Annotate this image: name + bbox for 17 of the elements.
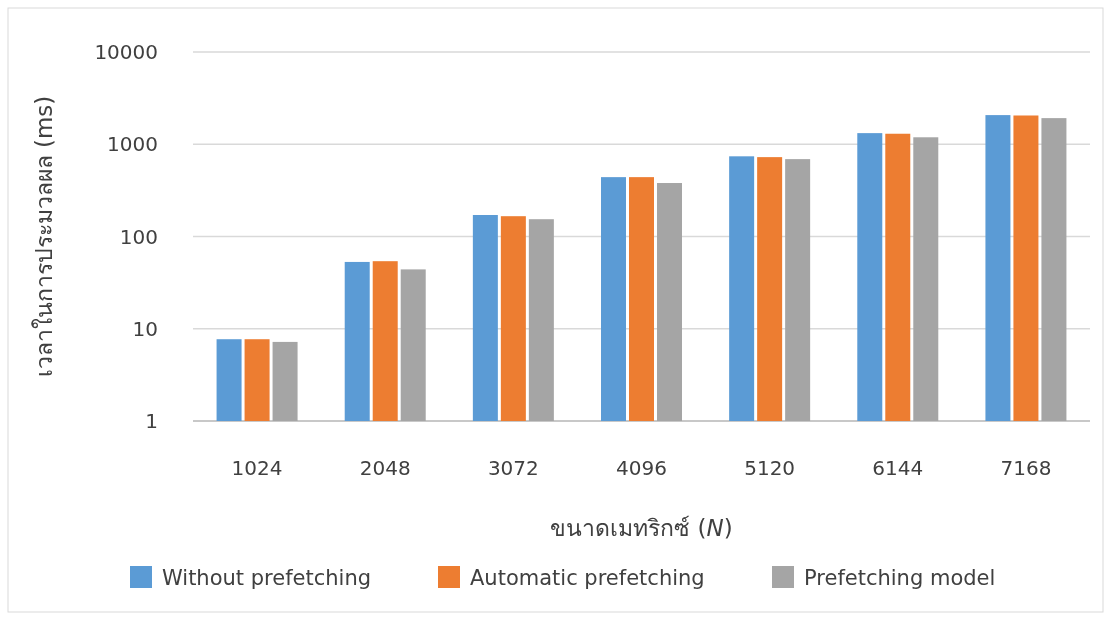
y-tick-label: 1 [145, 409, 158, 433]
legend-label: Without prefetching [162, 566, 372, 590]
x-tick-label: 4096 [616, 456, 667, 480]
x-tick-label: 2048 [359, 456, 411, 480]
y-tick-label: 100 [119, 224, 158, 249]
y-tick-label: 10000 [94, 40, 158, 64]
x-axis-title: ขนาดเมทริกซ์ (N) [550, 515, 733, 541]
y-tick-label: 1000 [107, 132, 158, 157]
legend-label: Prefetching model [804, 566, 996, 590]
x-tick-label: 6144 [872, 456, 924, 480]
y-axis-title: เวลาในการประมวลผล (ms) [31, 95, 57, 378]
x-tick-label: 1024 [231, 456, 283, 480]
y-tick-label: 10 [132, 316, 158, 341]
x-tick-label: 5120 [744, 456, 796, 480]
legend-label: Automatic prefetching [470, 566, 705, 590]
x-tick-label: 7168 [1000, 456, 1052, 480]
x-tick-label: 3072 [487, 456, 539, 480]
